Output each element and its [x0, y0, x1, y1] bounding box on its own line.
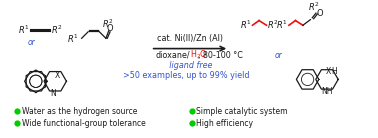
Text: H$_2$O: H$_2$O: [190, 49, 208, 61]
Text: $\mathit{R}^1$: $\mathit{R}^1$: [67, 32, 79, 45]
Text: Simple catalytic system: Simple catalytic system: [197, 107, 288, 116]
Text: X: X: [325, 67, 330, 76]
Text: X: X: [54, 71, 60, 80]
Text: or: or: [27, 38, 35, 47]
Text: H: H: [332, 67, 337, 76]
Text: >50 examples, up to 99% yield: >50 examples, up to 99% yield: [123, 71, 249, 80]
Text: or: or: [275, 51, 282, 60]
Text: $\mathit{R}^1$: $\mathit{R}^1$: [240, 19, 252, 31]
Text: Wide functional-group tolerance: Wide functional-group tolerance: [22, 119, 146, 128]
Text: N: N: [51, 89, 56, 98]
Text: O: O: [106, 24, 113, 34]
Text: dioxane/: dioxane/: [155, 51, 190, 60]
Text: , 80-100 °C: , 80-100 °C: [198, 51, 243, 60]
Text: $\mathit{R}^2$: $\mathit{R}^2$: [102, 17, 113, 30]
Text: NH: NH: [321, 87, 333, 96]
Text: $\mathit{R}^2$: $\mathit{R}^2$: [51, 24, 62, 36]
Text: $\mathit{R}^2$: $\mathit{R}^2$: [308, 0, 320, 13]
Text: $\mathit{R}^2$: $\mathit{R}^2$: [268, 19, 279, 31]
Text: O: O: [317, 9, 324, 18]
Text: $\mathit{R}^1$: $\mathit{R}^1$: [18, 24, 29, 36]
Text: Water as the hydrogen source: Water as the hydrogen source: [22, 107, 137, 116]
Text: ligand free: ligand free: [153, 61, 212, 70]
Text: $\mathit{R}^1$: $\mathit{R}^1$: [276, 19, 288, 31]
Text: cat. Ni(II)/Zn (Al): cat. Ni(II)/Zn (Al): [157, 34, 223, 43]
Text: High efficiency: High efficiency: [197, 119, 254, 128]
